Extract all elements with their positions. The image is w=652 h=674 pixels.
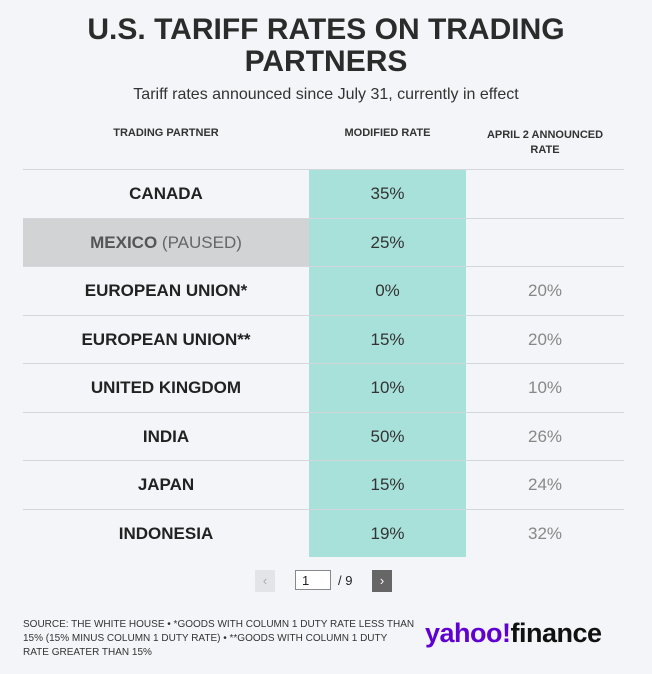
logo-brand: yahoo! xyxy=(425,618,511,648)
announced-rate: 26% xyxy=(527,426,563,446)
source-note: SOURCE: THE WHITE HOUSE • *GOODS WITH CO… xyxy=(23,619,415,658)
table-row: INDONESIA 19% 32% xyxy=(23,508,624,558)
partner-name: UNITED KINGDOM xyxy=(90,378,242,397)
partner-note: (PAUSED) xyxy=(161,232,242,252)
logo: yahoo!finance xyxy=(425,618,602,649)
modified-rate: 50% xyxy=(370,426,405,446)
modified-rate: 15% xyxy=(370,475,405,494)
modified-rate: 0% xyxy=(375,281,400,300)
modified-rate: 35% xyxy=(370,184,405,203)
subtitle: Tariff rates announced since July 31, cu… xyxy=(133,86,519,103)
table-row: EUROPEAN UNION* 0% 20% xyxy=(23,266,624,315)
modified-rate: 15% xyxy=(370,329,405,349)
title: U.S. TARIFF RATES ON TRADING PARTNERS xyxy=(87,13,565,78)
announced-rate: 24% xyxy=(527,475,563,494)
partner-cell: INDONESIA xyxy=(23,510,309,558)
partner-cell: EUROPEAN UNION** xyxy=(23,316,309,364)
modified-rate: 19% xyxy=(370,523,405,543)
table-row: UNITED KINGDOM 10% 10% xyxy=(23,363,624,412)
partner-cell: EUROPEAN UNION* xyxy=(23,267,309,315)
partner-cell: MEXICO (PAUSED) xyxy=(23,218,309,267)
table-row: MEXICO (PAUSED) 25% xyxy=(23,217,624,267)
column-header: MODIFIED RATE xyxy=(344,127,431,139)
partner-cell: CANADA xyxy=(23,170,309,218)
announced-rate: 32% xyxy=(527,523,563,543)
partner-name: JAPAN xyxy=(137,475,195,494)
partner-name: INDONESIA xyxy=(118,523,214,543)
partner-cell: INDIA xyxy=(23,413,309,461)
announced-rate: 20% xyxy=(527,281,563,300)
logo-section: finance xyxy=(510,618,603,648)
column-header: APRIL 2 ANNOUNCED RATE xyxy=(486,129,604,156)
announced-rate: 20% xyxy=(527,329,563,349)
prev-button[interactable]: ‹ xyxy=(255,570,275,592)
page-total: / 9 xyxy=(338,573,353,588)
next-button[interactable]: › xyxy=(372,570,392,592)
column-header: TRADING PARTNER xyxy=(113,127,219,139)
announced-rate: 10% xyxy=(527,378,563,397)
partner-name: EUROPEAN UNION* xyxy=(84,281,248,300)
partner-cell: JAPAN xyxy=(23,461,309,509)
table-row: INDIA 50% 26% xyxy=(23,411,624,461)
page-input[interactable]: 1 xyxy=(295,570,331,590)
modified-rate: 25% xyxy=(370,232,405,252)
table-row: CANADA 35% xyxy=(23,169,624,218)
partner-name: MEXICO xyxy=(90,232,158,252)
modified-rate: 10% xyxy=(370,378,405,397)
partner-name: CANADA xyxy=(129,184,203,203)
table-row: EUROPEAN UNION** 15% 20% xyxy=(23,314,624,364)
partner-cell: UNITED KINGDOM xyxy=(23,364,309,412)
partner-name: INDIA xyxy=(142,426,190,446)
partner-name: EUROPEAN UNION** xyxy=(81,329,251,349)
table-row: JAPAN 15% 24% xyxy=(23,460,624,509)
